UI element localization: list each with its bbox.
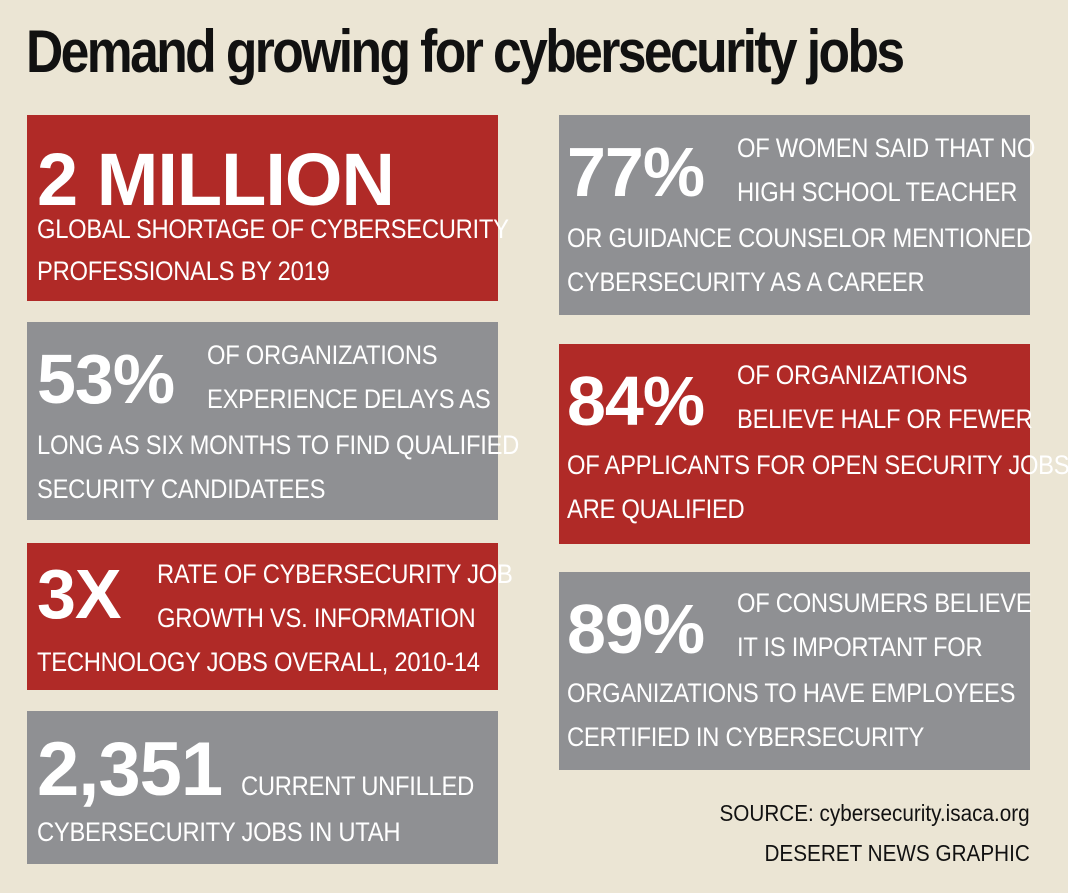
stat-value: 3X — [37, 555, 122, 633]
stat-text-line: GLOBAL SHORTAGE OF CYBERSECURITY — [37, 214, 509, 244]
stat-card-2-million: 2 MILLION GLOBAL SHORTAGE OF CYBERSECURI… — [27, 115, 509, 301]
stat-text-line: OF ORGANIZATIONS — [207, 340, 438, 370]
stat-text-line: HIGH SCHOOL TEACHER — [737, 177, 1018, 207]
stat-card-3x: 3X RATE OF CYBERSECURITY JOB GROWTH VS. … — [27, 543, 513, 690]
stat-text-line: CERTIFIED IN CYBERSECURITY — [567, 722, 925, 752]
stat-value: 89% — [567, 590, 705, 668]
stat-text-line: ORGANIZATIONS TO HAVE EMPLOYEES — [567, 678, 1016, 708]
stat-text-line: GROWTH VS. INFORMATION — [157, 603, 476, 633]
stat-text-line: EXPERIENCE DELAYS AS — [207, 384, 491, 414]
page-title: Demand growing for cybersecurity jobs — [26, 18, 905, 85]
graphic-credit: DESERET NEWS GRAPHIC — [764, 840, 1030, 866]
stat-text-line: PROFESSIONALS BY 2019 — [37, 256, 330, 286]
stat-text-line: CYBERSECURITY AS A CAREER — [567, 267, 925, 297]
stat-card-84-percent: 84% OF ORGANIZATIONS BELIEVE HALF OR FEW… — [559, 344, 1068, 544]
stat-text-line: OF CONSUMERS BELIEVE — [737, 588, 1032, 618]
stat-value: 84% — [567, 362, 705, 440]
stat-value: 2 MILLION — [37, 138, 395, 221]
stat-text-line: BELIEVE HALF OR FEWER — [737, 404, 1033, 434]
stat-value: 53% — [37, 340, 175, 418]
stat-text-line: CYBERSECURITY JOBS IN UTAH — [37, 817, 401, 847]
stat-text-line: RATE OF CYBERSECURITY JOB — [157, 559, 513, 589]
stat-card-2351: 2,351 CURRENT UNFILLED CYBERSECURITY JOB… — [27, 711, 498, 864]
stat-text-line: OF ORGANIZATIONS — [737, 360, 968, 390]
source-credit: SOURCE: cybersecurity.isaca.org — [719, 800, 1030, 826]
stat-text-line: OR GUIDANCE COUNSELOR MENTIONED — [567, 223, 1033, 253]
stat-text-line: OF WOMEN SAID THAT NO — [737, 133, 1036, 163]
stat-text-line: SECURITY CANDIDATEES — [37, 474, 326, 504]
stat-text-line: OF APPLICANTS FOR OPEN SECURITY JOBS — [567, 450, 1068, 480]
stat-text-line: TECHNOLOGY JOBS OVERALL, 2010-14 — [37, 647, 480, 677]
stat-card-53-percent: 53% OF ORGANIZATIONS EXPERIENCE DELAYS A… — [27, 322, 519, 520]
stat-text-line: CURRENT UNFILLED — [241, 771, 474, 801]
stat-text-line: LONG AS SIX MONTHS TO FIND QUALIFIED — [37, 430, 520, 460]
stat-card-77-percent: 77% OF WOMEN SAID THAT NO HIGH SCHOOL TE… — [559, 115, 1035, 315]
stat-text-line: ARE QUALIFIED — [567, 494, 745, 524]
stat-value: 77% — [567, 133, 705, 211]
stat-value: 2,351 — [37, 727, 223, 812]
stat-text-line: IT IS IMPORTANT FOR — [737, 632, 983, 662]
stat-card-89-percent: 89% OF CONSUMERS BELIEVE IT IS IMPORTANT… — [559, 572, 1032, 770]
